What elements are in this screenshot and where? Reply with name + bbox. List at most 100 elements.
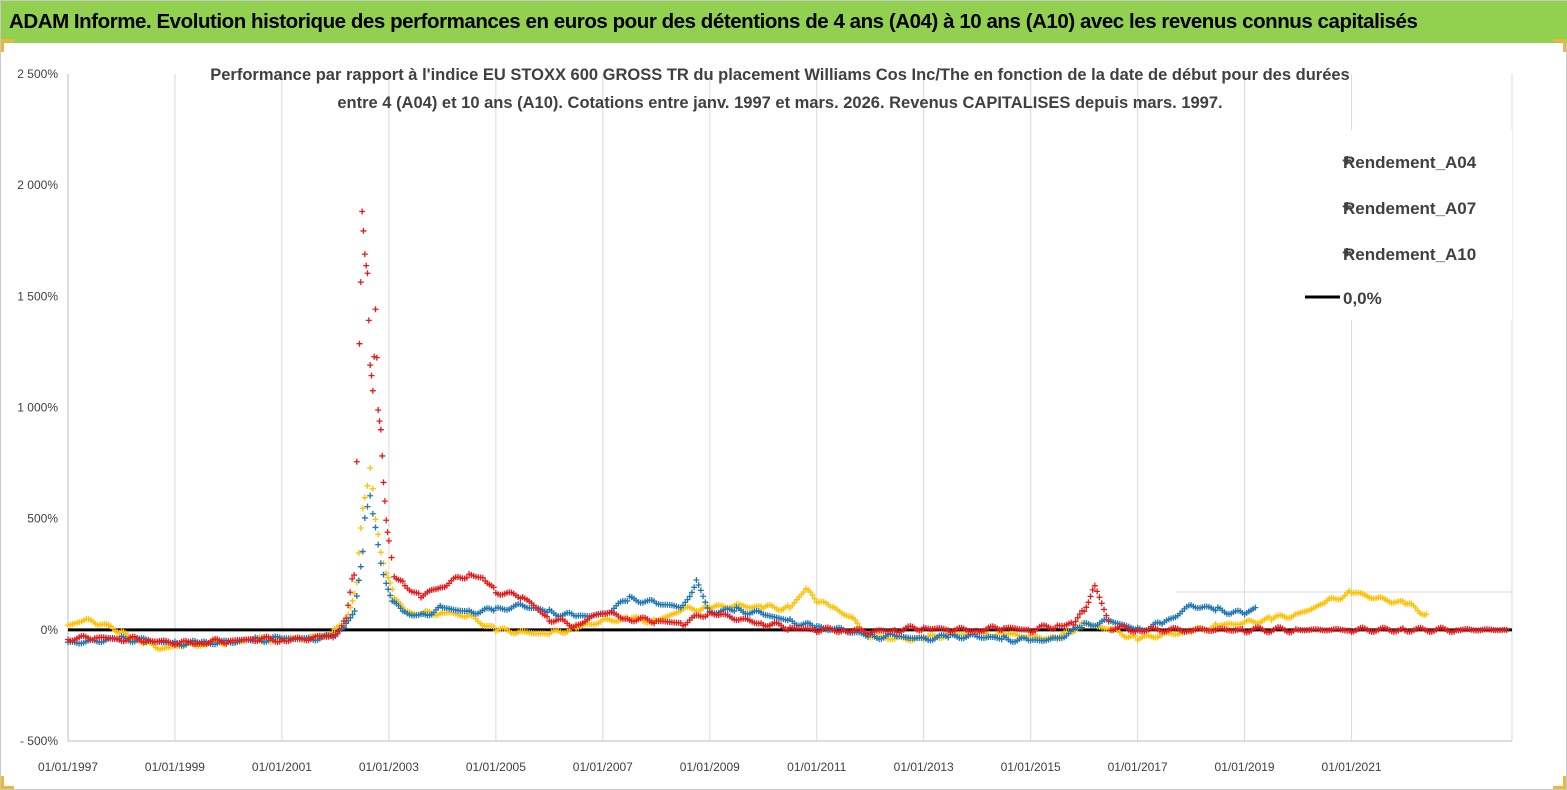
series-a10-point: [383, 517, 390, 524]
series-a10-point: [336, 627, 343, 634]
series-a04-point: [357, 525, 364, 531]
x-tick-label: 01/01/2005: [466, 760, 526, 774]
y-tick-label: 500%: [27, 512, 58, 526]
x-tick-label: 01/01/2015: [1001, 760, 1061, 774]
series-a10-point: [1091, 582, 1098, 589]
series-a10-point: [399, 578, 406, 585]
series-a10-point: [1105, 618, 1112, 625]
series-a04-point: [854, 620, 861, 627]
series-a04-point: [364, 482, 371, 489]
legend-marker-a07: +: [1342, 197, 1352, 216]
y-tick-label: 0%: [41, 623, 59, 637]
chart-subtitle-line-2: entre 4 (A04) et 10 ans (A10). Cotations…: [337, 94, 1222, 112]
series-a10-point: [1094, 588, 1101, 595]
series-Rendement_A10: [65, 208, 1510, 649]
series-a10-point: [368, 372, 375, 379]
series-a07-point: [367, 492, 374, 499]
series-a10-point: [1098, 600, 1105, 607]
legend-box: [1280, 130, 1512, 320]
series-a10-point: [367, 362, 374, 369]
series-a07-point: [349, 611, 356, 618]
series-a04-point: [807, 589, 814, 596]
series-a10-point: [380, 479, 387, 486]
series-a07-point: [1212, 607, 1219, 614]
axes: 01/01/1997 01/01/1999 01/01/2001 01/01/2003…: [17, 67, 1512, 774]
series-a10-point: [375, 406, 382, 413]
series-a04-point: [852, 617, 859, 624]
series-a10-point: [1103, 612, 1110, 619]
x-tick-label: 01/01/2011: [787, 760, 846, 774]
series-Rendement_A07: [65, 492, 1259, 649]
series-a10-point: [381, 498, 388, 505]
series-a04-point: [355, 550, 362, 557]
corner-marker: [1553, 776, 1566, 789]
series-a10-point: [1083, 604, 1090, 611]
y-tick-label: 2 500%: [17, 67, 58, 81]
series-Rendement_A04: [65, 464, 1430, 653]
series-a04-point: [375, 531, 382, 538]
chart-subtitle-line-1: Performance par rapport à l'indice EU ST…: [210, 66, 1349, 84]
series-a07-point: [383, 580, 390, 587]
x-tick-label: 01/01/1999: [145, 760, 205, 774]
corner-marker: [1, 39, 14, 52]
legend-marker-a10: +: [1342, 243, 1352, 262]
series-a07-point: [380, 571, 387, 578]
series-a10-point: [373, 354, 380, 361]
series-a10-point: [1101, 606, 1108, 613]
y-tick-label: 1 500%: [17, 289, 58, 303]
series-a10-point: [377, 426, 384, 433]
series-a07-point: [700, 593, 707, 600]
series-a07-point: [357, 563, 364, 570]
series-a10-point: [385, 537, 392, 544]
series-a04-point: [800, 589, 807, 596]
y-tick-label: 1 000%: [17, 401, 58, 415]
series-a07-point: [697, 587, 704, 594]
legend-label-a04: Rendement_A04: [1343, 153, 1477, 172]
series-a10-point: [349, 575, 356, 582]
series-a07-point: [693, 577, 700, 584]
series-a07-point: [695, 581, 702, 588]
x-tick-label: 01/01/2009: [680, 760, 740, 774]
series-a10-point: [1085, 599, 1092, 606]
series-a07-point: [372, 524, 379, 531]
series-a07-point: [686, 593, 693, 600]
series-a07-point: [731, 608, 738, 615]
series-a10-point: [365, 317, 372, 324]
series-a07-point: [684, 596, 691, 603]
series-a10-point: [347, 589, 354, 596]
series-a10-point: [544, 613, 551, 620]
series-a10-point: [376, 418, 383, 425]
x-tick-label: 01/01/2001: [252, 760, 312, 774]
series-a07-point: [1078, 624, 1085, 631]
series-a04-point: [372, 516, 379, 523]
series-a10-point: [343, 615, 350, 622]
legend: + + + Rendement_A04 Rendement_A07 Rendem…: [1280, 130, 1512, 320]
series-a07-point: [375, 541, 382, 548]
series-a10-point: [1503, 626, 1510, 633]
series-a10-point: [388, 554, 395, 561]
series-a07-point: [364, 503, 371, 510]
series-a07-point: [1252, 604, 1259, 611]
x-tick-label: 01/01/2013: [894, 760, 954, 774]
series-a10-point: [379, 452, 386, 459]
x-tick-label: 01/01/2007: [573, 760, 633, 774]
series-a07-point: [361, 514, 368, 521]
series-a04-point: [811, 595, 818, 602]
page-title: ADAM Informe. Evolution historique des p…: [1, 1, 1567, 43]
series-a10-point: [463, 574, 470, 581]
series-a10-point: [359, 208, 366, 215]
corner-marker: [1553, 39, 1566, 52]
series-a04-point: [385, 574, 392, 581]
series-a07-point: [351, 607, 358, 614]
series-a07-point: [385, 586, 392, 593]
series-a07-point: [369, 510, 376, 517]
series-a10-point: [479, 574, 486, 581]
series-a07-point: [355, 577, 362, 584]
y-tick-label: 2 000%: [17, 178, 58, 192]
series-a10-point: [361, 251, 368, 258]
series-a04-point: [1399, 598, 1406, 605]
series-a04-point: [367, 464, 374, 471]
series-a10-point: [345, 602, 352, 609]
legend-label-zero: 0,0%: [1343, 289, 1382, 308]
